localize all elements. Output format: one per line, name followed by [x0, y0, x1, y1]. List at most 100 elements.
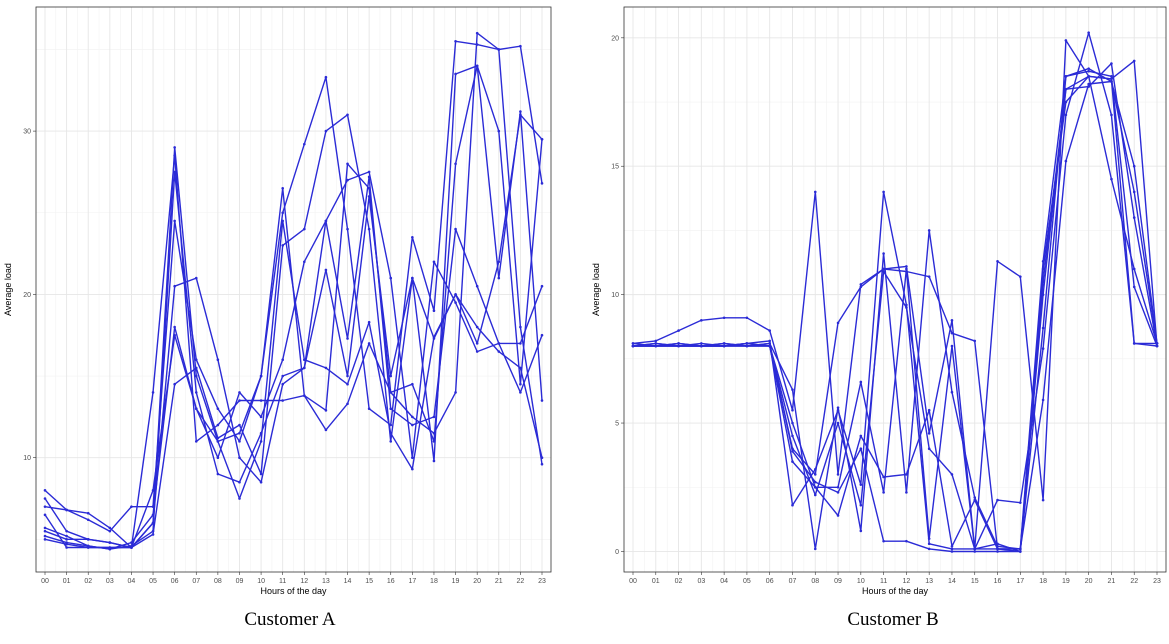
data-point: [475, 350, 479, 353]
data-point: [367, 227, 371, 231]
data-point: [882, 475, 885, 479]
data-point: [836, 491, 840, 494]
data-point: [836, 421, 840, 425]
data-point: [151, 391, 155, 394]
data-point: [259, 415, 263, 419]
data-point: [1132, 342, 1136, 345]
data-point: [905, 306, 908, 309]
data-point: [1019, 501, 1022, 504]
data-point: [475, 31, 479, 35]
data-point: [836, 514, 840, 517]
data-point: [1041, 280, 1045, 284]
data-point: [1041, 267, 1045, 271]
data-point: [905, 539, 908, 543]
data-point: [130, 544, 133, 548]
series-line-6: [44, 220, 543, 549]
data-point: [1087, 82, 1090, 86]
data-point: [813, 190, 817, 194]
data-point: [700, 319, 703, 322]
data-point: [654, 344, 658, 348]
x-tick-label: 11: [279, 578, 286, 585]
data-point: [194, 374, 198, 378]
data-point: [65, 538, 68, 541]
data-point: [768, 339, 771, 343]
x-tick-label: 10: [857, 578, 865, 585]
data-point: [324, 219, 328, 223]
data-point: [973, 339, 977, 343]
data-point: [836, 321, 840, 325]
data-point: [722, 342, 726, 345]
data-point: [1087, 67, 1090, 70]
data-point: [1132, 164, 1136, 168]
data-point: [996, 498, 999, 502]
data-point: [475, 325, 479, 329]
data-point: [43, 513, 47, 517]
data-point: [281, 399, 284, 402]
data-point: [411, 235, 414, 239]
data-point: [411, 467, 414, 471]
data-point: [303, 142, 306, 146]
data-point: [43, 526, 47, 530]
x-tick-label: 02: [675, 578, 683, 585]
data-point: [130, 505, 133, 508]
data-point: [836, 406, 840, 409]
data-point: [259, 431, 263, 435]
data-point: [497, 260, 501, 264]
data-point: [927, 542, 931, 546]
data-point: [1155, 344, 1159, 348]
data-point: [238, 431, 241, 435]
data-point: [1132, 216, 1136, 219]
data-point: [1087, 31, 1090, 34]
x-tick-label: 04: [128, 578, 136, 585]
x-tick-label: 01: [652, 578, 660, 585]
data-point: [1087, 69, 1090, 73]
data-point: [303, 227, 306, 231]
x-tick-label: 18: [430, 578, 438, 585]
data-point: [836, 473, 840, 476]
data-point: [303, 366, 306, 370]
data-point: [238, 423, 241, 427]
data-point: [1064, 159, 1068, 163]
data-point: [86, 544, 90, 548]
data-point: [791, 388, 794, 391]
x-tick-label: 21: [1108, 578, 1116, 585]
data-point: [389, 423, 393, 427]
data-point: [497, 350, 501, 353]
data-point: [86, 518, 90, 522]
x-tick-label: 08: [214, 578, 222, 585]
data-point: [1110, 77, 1113, 81]
series-line-7: [44, 171, 543, 550]
data-point: [973, 498, 977, 502]
data-point: [43, 538, 47, 541]
data-point: [411, 415, 414, 419]
data-point: [519, 366, 522, 370]
data-point: [859, 285, 863, 289]
data-point: [151, 489, 155, 492]
panel-border: [623, 6, 1167, 573]
data-point: [631, 344, 635, 348]
data-point: [324, 75, 328, 79]
data-point: [859, 283, 863, 286]
data-point: [813, 480, 817, 484]
data-point: [65, 529, 68, 533]
data-point: [432, 337, 436, 340]
data-point: [389, 276, 393, 280]
data-point: [1087, 85, 1090, 88]
data-point: [519, 382, 522, 386]
data-point: [346, 227, 349, 231]
data-point: [86, 511, 90, 515]
data-point: [65, 541, 68, 544]
data-point: [1064, 87, 1068, 91]
data-point: [973, 547, 977, 551]
data-point: [1019, 275, 1022, 278]
data-point: [324, 366, 328, 370]
data-point: [791, 449, 794, 453]
data-point: [1064, 113, 1068, 117]
y-tick-label: 10: [611, 292, 619, 299]
data-point: [540, 284, 544, 288]
data-point: [519, 325, 522, 329]
data-point: [927, 432, 931, 435]
data-point: [389, 407, 393, 411]
data-point: [791, 408, 794, 412]
data-point: [281, 219, 284, 223]
